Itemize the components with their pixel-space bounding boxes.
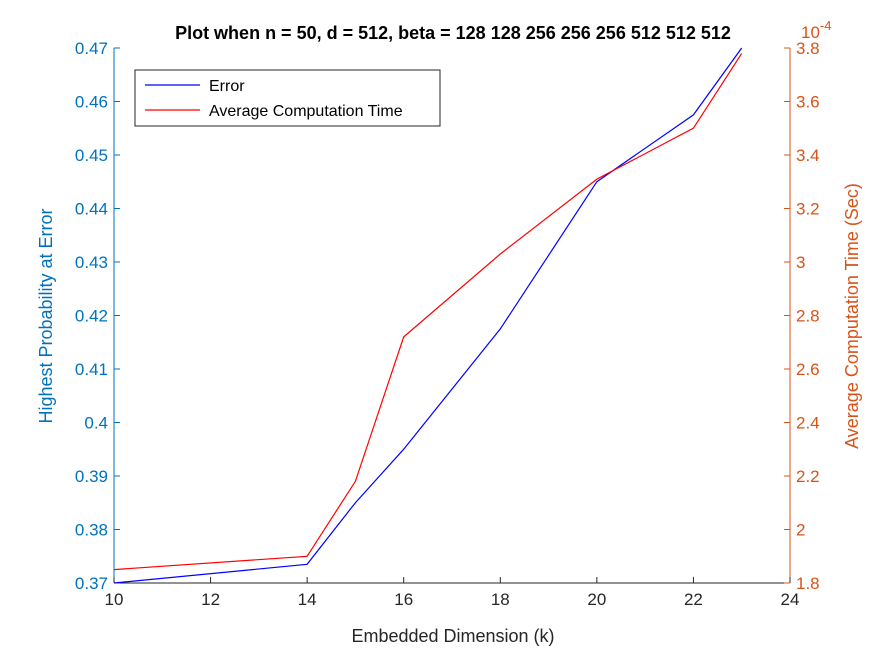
right-y-tick-label: 1.8 — [796, 574, 820, 593]
left-y-tick-label: 0.43 — [75, 253, 108, 272]
x-tick-label: 20 — [587, 590, 606, 609]
left-y-tick-label: 0.37 — [75, 574, 108, 593]
left-y-tick-label: 0.38 — [75, 521, 108, 540]
right-y-tick-label: 3.8 — [796, 39, 820, 58]
x-tick-label: 18 — [491, 590, 510, 609]
x-tick-label: 12 — [201, 590, 220, 609]
series-line-average-computation-time — [113, 53, 743, 571]
left-y-tick-label: 0.46 — [75, 93, 108, 112]
legend: Error Average Computation Time — [134, 69, 441, 127]
right-axis-exponent: 10-4 — [801, 18, 831, 42]
right-y-tick-label: 2.8 — [796, 307, 820, 326]
x-axis-label: Embedded Dimension (k) — [351, 626, 554, 646]
right-y-axis-label: Average Computation Time (Sec) — [842, 183, 862, 449]
left-y-tick-label: 0.44 — [75, 200, 108, 219]
plot-area — [114, 48, 790, 583]
x-tick-label: 22 — [684, 590, 703, 609]
right-y-tick-label: 3.6 — [796, 93, 820, 112]
left-y-tick-label: 0.42 — [75, 307, 108, 326]
axes-frame — [113, 48, 791, 584]
legend-entry-label: Average Computation Time — [209, 103, 403, 120]
left-y-axis-ticks: 0.37 0.38 0.39 0.4 0.41 0.42 0.43 0.44 0.45 0.46 0… — [75, 39, 120, 593]
series-line-error — [113, 47, 743, 584]
left-y-tick-label: 0.39 — [75, 467, 108, 486]
left-y-tick-label: 0.4 — [84, 414, 108, 433]
x-tick-label: 14 — [298, 590, 317, 609]
left-y-tick-label: 0.47 — [75, 39, 108, 58]
series-layer — [113, 47, 743, 584]
x-tick-label: 16 — [394, 590, 413, 609]
right-y-tick-label: 2.6 — [796, 360, 820, 379]
x-axis-ticks: 10 12 14 16 18 20 22 24 — [105, 577, 800, 609]
left-y-axis-label: Highest Probability at Error — [36, 208, 56, 423]
right-y-tick-label: 3.2 — [796, 200, 820, 219]
right-y-tick-label: 2.4 — [796, 414, 820, 433]
right-y-tick-label: 2.2 — [796, 467, 820, 486]
right-y-tick-label: 3 — [796, 253, 805, 272]
right-y-tick-label: 3.4 — [796, 146, 820, 165]
legend-entry-label: Error — [209, 78, 245, 95]
chart-title: Plot when n = 50, d = 512, beta = 128 12… — [175, 23, 731, 43]
x-tick-label: 10 — [105, 590, 124, 609]
x-tick-label: 24 — [781, 590, 800, 609]
left-y-tick-label: 0.45 — [75, 146, 108, 165]
right-y-tick-label: 2 — [796, 521, 805, 540]
left-y-tick-label: 0.41 — [75, 360, 108, 379]
legend-box — [134, 69, 441, 127]
right-y-axis-ticks: 1.8 2 2.2 2.4 2.6 2.8 3 3.2 3.4 3.6 3.8 — [784, 39, 820, 593]
